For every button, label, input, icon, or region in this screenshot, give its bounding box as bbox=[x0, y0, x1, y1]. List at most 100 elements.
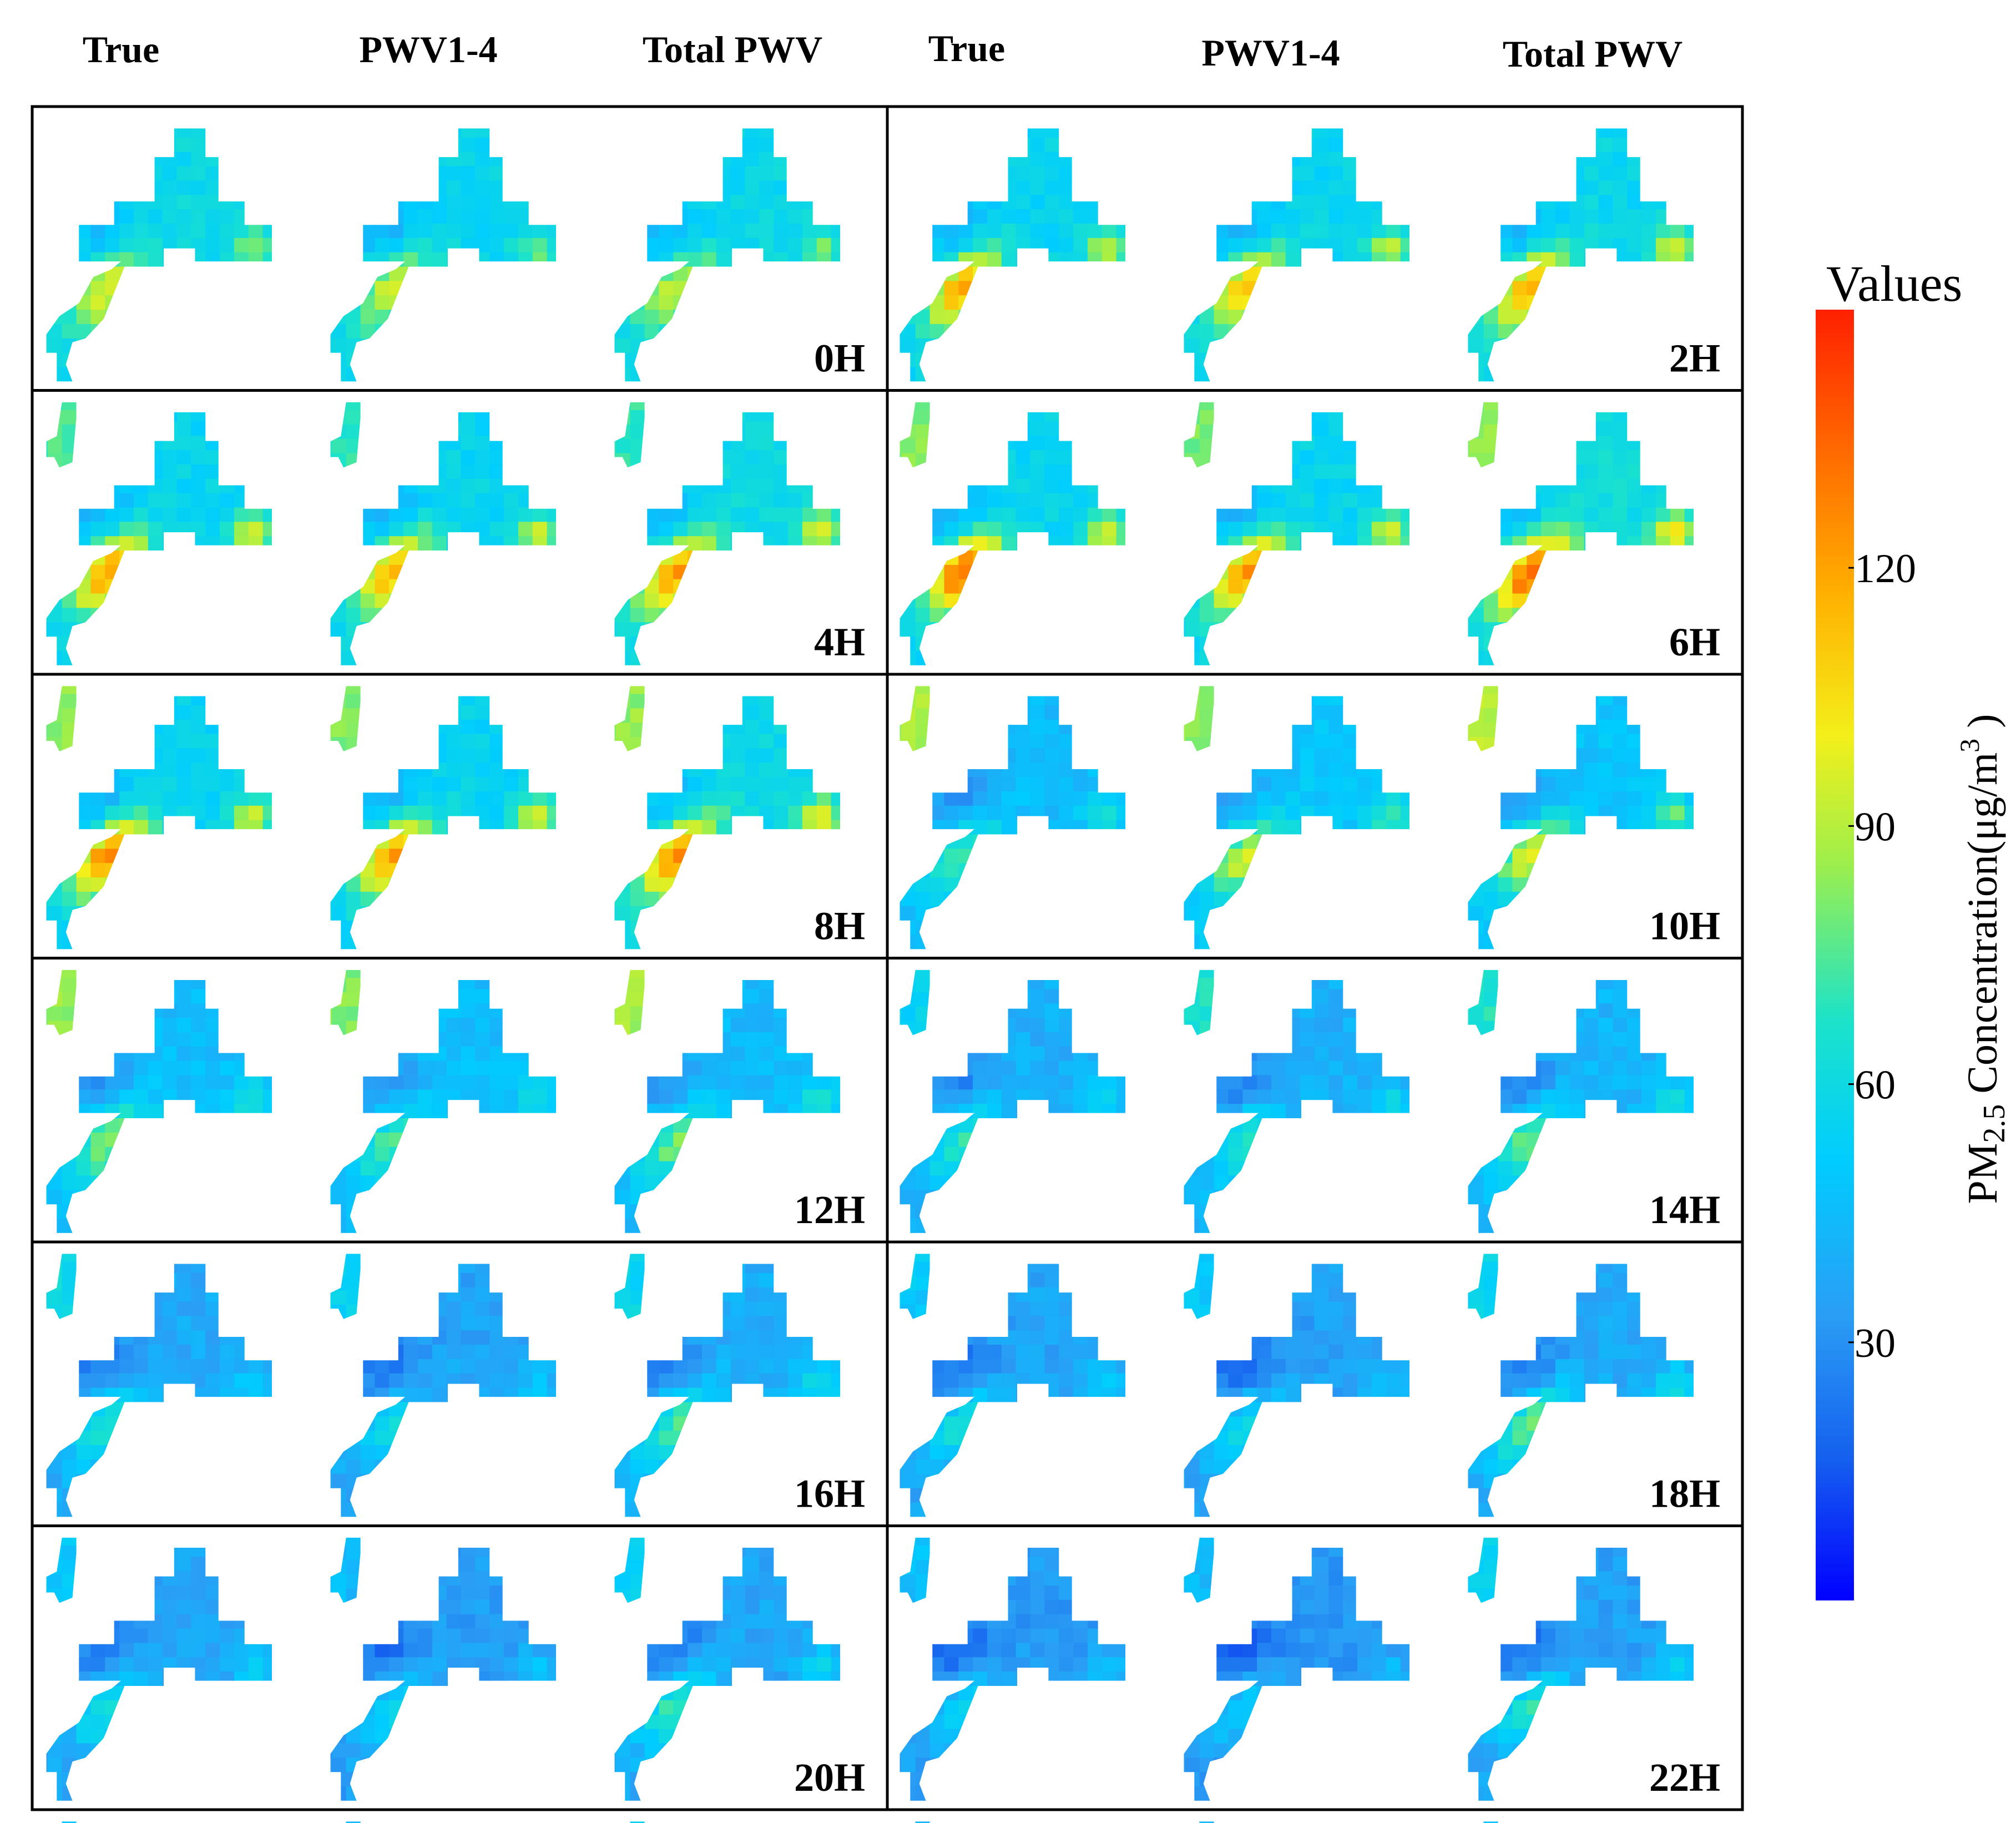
map-cell bbox=[1300, 367, 1315, 382]
map-cell bbox=[417, 436, 433, 451]
map-cell bbox=[1130, 708, 1145, 723]
map-cell bbox=[547, 751, 562, 766]
map-cell bbox=[1073, 453, 1088, 468]
map-cell bbox=[944, 593, 959, 609]
map-cell bbox=[375, 551, 390, 565]
map-cell bbox=[1699, 166, 1714, 181]
map-cell bbox=[162, 637, 178, 652]
map-cell bbox=[162, 338, 178, 354]
map-cell bbox=[1343, 252, 1358, 267]
map-cell bbox=[1584, 266, 1599, 282]
map-cell bbox=[1001, 708, 1017, 724]
map-cell bbox=[1414, 450, 1429, 465]
map-cell bbox=[1400, 637, 1410, 652]
map-cell bbox=[389, 450, 405, 465]
map-cell bbox=[176, 436, 192, 451]
map-cell bbox=[461, 522, 476, 537]
map-cell bbox=[900, 252, 902, 267]
map-cell bbox=[915, 281, 931, 296]
map-cell bbox=[1300, 665, 1315, 680]
map-cell bbox=[1555, 338, 1570, 354]
map-cell bbox=[901, 737, 916, 751]
map-cell bbox=[446, 421, 462, 437]
map-cell bbox=[1001, 622, 1017, 638]
map-cell bbox=[987, 209, 1002, 224]
map-cell bbox=[701, 352, 717, 368]
map-cell bbox=[958, 751, 973, 766]
map-cell bbox=[1059, 281, 1074, 296]
map-cell bbox=[1483, 410, 1499, 425]
map-cell bbox=[133, 467, 149, 468]
map-cell bbox=[331, 352, 347, 368]
map-cell bbox=[1285, 694, 1301, 709]
map-cell bbox=[46, 536, 48, 551]
map-cell bbox=[901, 396, 916, 411]
map-cell bbox=[234, 266, 249, 282]
map-cell bbox=[119, 352, 134, 368]
map-cell bbox=[900, 507, 902, 523]
map-cell bbox=[915, 410, 931, 425]
map-cell bbox=[162, 536, 178, 551]
map-cell bbox=[1285, 579, 1301, 594]
map-cell bbox=[901, 507, 916, 523]
map-cell bbox=[1328, 128, 1344, 138]
map-cell bbox=[1199, 723, 1215, 738]
map-cell bbox=[788, 679, 803, 695]
map-cell bbox=[90, 467, 106, 468]
map-cell bbox=[331, 723, 347, 738]
map-cell bbox=[929, 424, 945, 440]
map-cell bbox=[248, 450, 264, 465]
map-cell bbox=[1116, 195, 1126, 210]
map-cell bbox=[1468, 410, 1470, 425]
map-cell bbox=[944, 436, 959, 451]
map-cell bbox=[774, 622, 789, 638]
map-cell bbox=[432, 152, 447, 167]
map-cell bbox=[987, 536, 1002, 551]
map-cell bbox=[46, 737, 48, 751]
map-cell bbox=[630, 751, 645, 766]
map-2H-pwv1-4 bbox=[1184, 128, 1410, 468]
map-cell bbox=[1116, 579, 1126, 594]
map-cell bbox=[1555, 324, 1570, 339]
map-cell bbox=[1386, 381, 1401, 397]
map-cell bbox=[1468, 137, 1470, 153]
map-cell bbox=[504, 637, 519, 652]
map-cell bbox=[701, 650, 717, 666]
map-cell bbox=[659, 352, 674, 368]
map-cell bbox=[360, 421, 376, 437]
map-cell bbox=[759, 436, 775, 451]
map-cell bbox=[630, 381, 645, 397]
map-cell bbox=[1512, 209, 1528, 224]
map-cell bbox=[816, 694, 832, 709]
map-cell bbox=[176, 579, 192, 594]
map-cell bbox=[176, 310, 192, 325]
map-cell bbox=[432, 295, 447, 310]
map-cell bbox=[701, 381, 717, 397]
map-cell bbox=[1030, 252, 1045, 267]
map-cell bbox=[1044, 579, 1060, 594]
map-cell bbox=[248, 209, 264, 224]
map-cell bbox=[148, 381, 163, 397]
map-cell bbox=[105, 137, 120, 153]
map-cell bbox=[1400, 152, 1410, 167]
map-cell bbox=[816, 310, 832, 325]
map-cell bbox=[901, 694, 916, 709]
map-cell bbox=[816, 665, 832, 680]
map-cell bbox=[1285, 310, 1301, 325]
map-cell bbox=[1102, 564, 1117, 580]
map-cell bbox=[973, 195, 988, 210]
map-cell bbox=[1498, 238, 1513, 253]
map-cell bbox=[659, 522, 674, 537]
map-cell bbox=[1483, 180, 1499, 196]
map-cell bbox=[148, 352, 163, 368]
map-cell bbox=[46, 723, 48, 738]
map-cell bbox=[331, 137, 347, 153]
map-cell bbox=[1468, 338, 1470, 354]
map-cell bbox=[389, 352, 405, 368]
map-cell bbox=[929, 622, 945, 638]
map-cell bbox=[1257, 281, 1272, 296]
map-cell bbox=[915, 266, 931, 282]
map-cell bbox=[1699, 195, 1714, 210]
map-cell bbox=[1116, 665, 1126, 680]
map-cell bbox=[831, 421, 841, 437]
